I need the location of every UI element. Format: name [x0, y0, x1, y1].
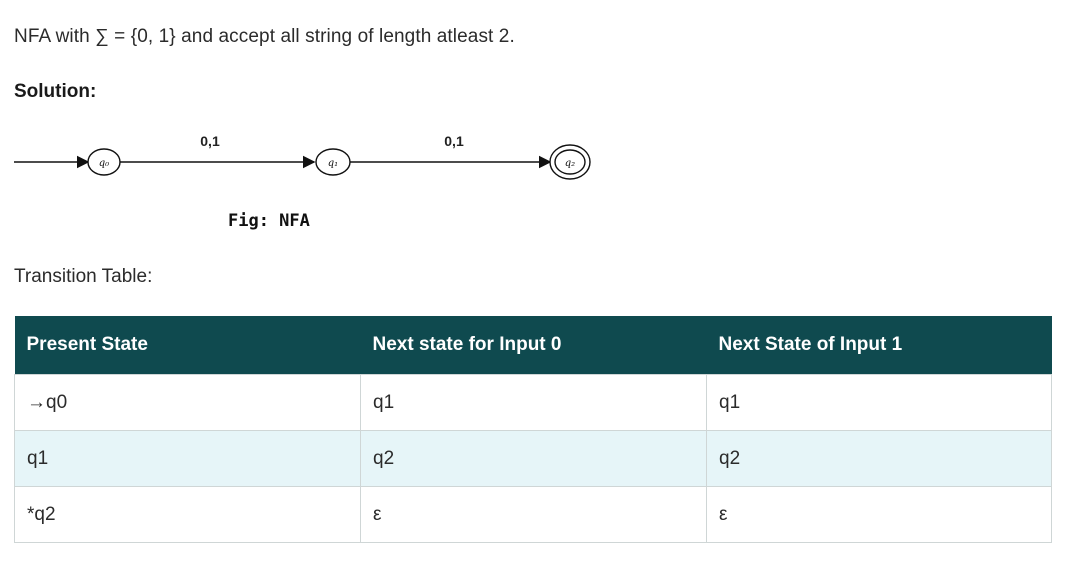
table-cell: q1: [14, 430, 361, 487]
header-next-state-input-1: Next State of Input 1: [706, 316, 1052, 375]
state-q1-label: q₁: [328, 158, 338, 169]
solution-heading: Solution:: [14, 81, 97, 102]
table-cell: ε: [706, 486, 1052, 543]
transition-table: Present State Next state for Input 0 Nex…: [14, 316, 1052, 543]
nfa-diagram: q₀ 0,1 q₁ 0,1 q₂ Fig: NFA: [14, 133, 591, 231]
state-q2-inner-circle: [554, 149, 586, 175]
transition-q1-q2-label: 0,1: [444, 133, 464, 149]
state-q0-label: q₀: [99, 158, 109, 169]
table-cell: q2: [706, 430, 1052, 487]
table-header-row: Present State Next state for Input 0 Nex…: [14, 316, 1052, 375]
state-q2-label: q₂: [565, 158, 575, 169]
table-cell: *q2: [14, 486, 361, 543]
table-cell: q2: [360, 430, 707, 487]
header-next-state-input-0: Next state for Input 0: [360, 316, 707, 375]
table-cell: q1: [360, 374, 707, 431]
diagram-caption: Fig: NFA: [228, 211, 310, 231]
table-cell: q1: [706, 374, 1052, 431]
problem-statement: NFA with ∑ = {0, 1} and accept all strin…: [14, 26, 515, 47]
transition-table-heading: Transition Table:: [14, 266, 153, 287]
table-row: q1 q2 q2: [14, 430, 1052, 487]
transition-q0-q1-label: 0,1: [200, 133, 220, 149]
table-cell: ε: [360, 486, 707, 543]
header-present-state: Present State: [14, 316, 361, 375]
table-cell: →q0: [14, 374, 361, 431]
table-row: *q2 ε ε: [14, 486, 1052, 543]
table-row: →q0 q1 q1: [14, 374, 1052, 431]
